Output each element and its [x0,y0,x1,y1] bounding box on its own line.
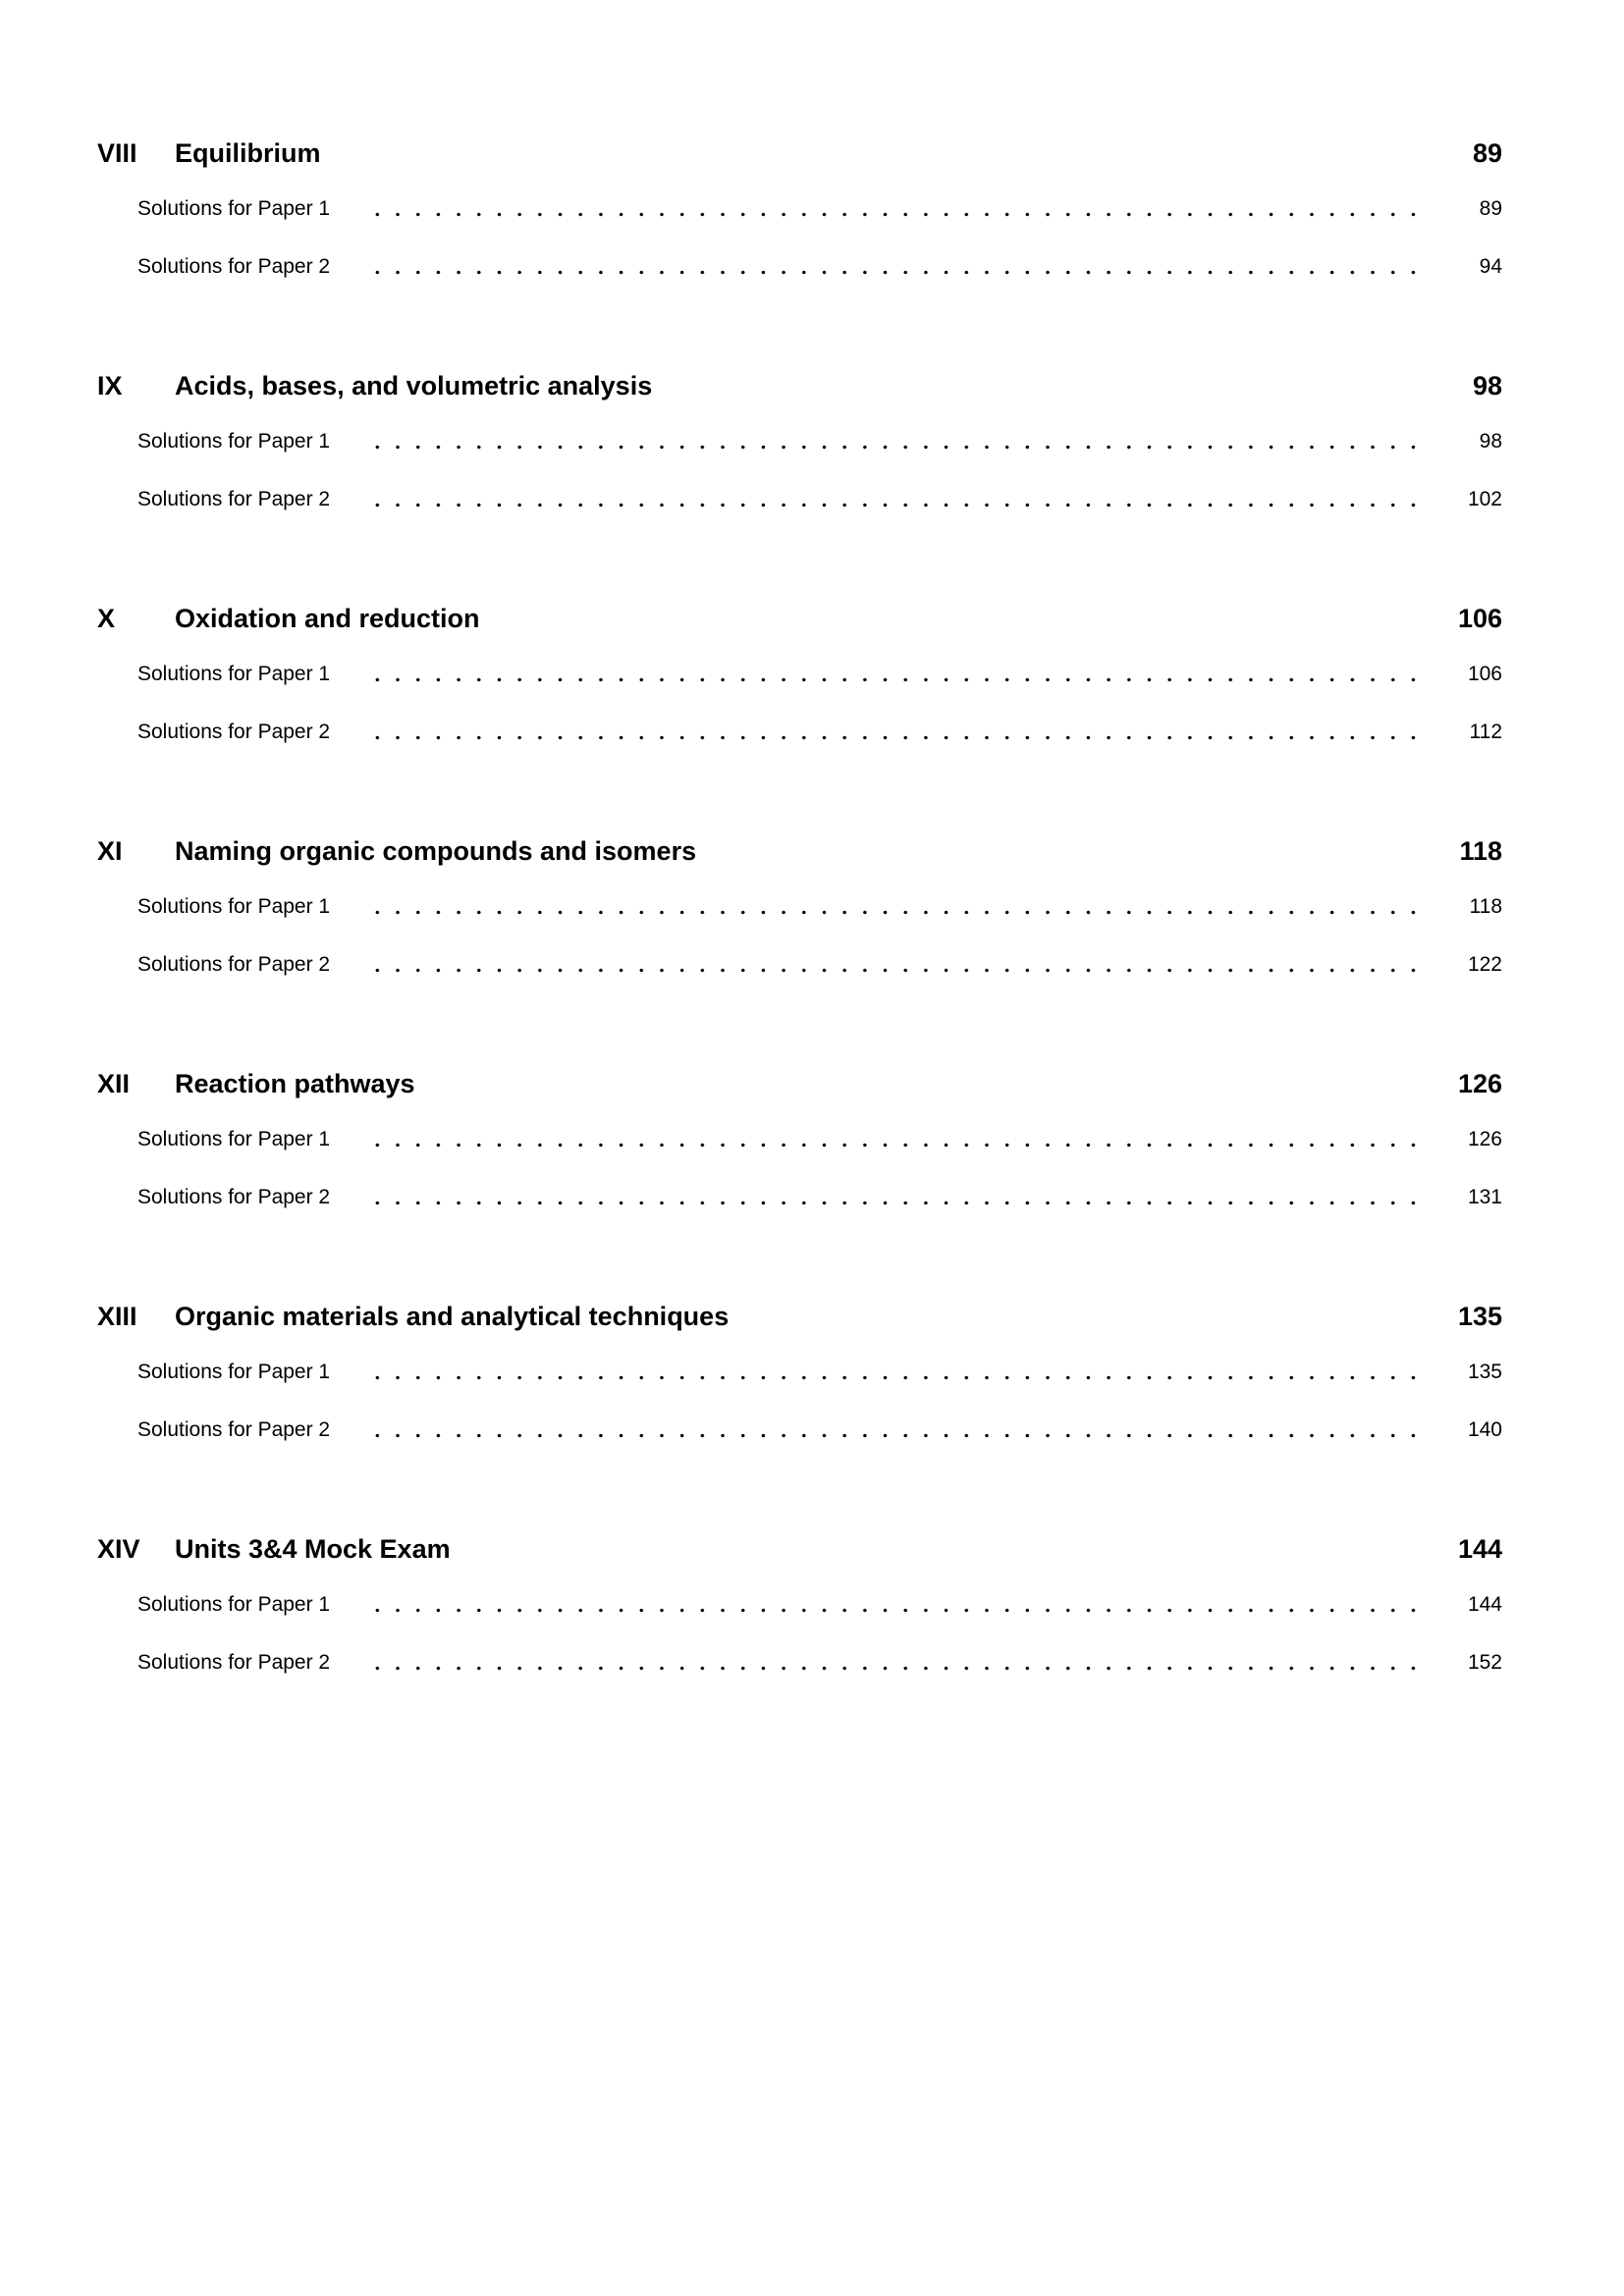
section-title: Equilibrium [175,138,321,168]
toc-entry-paper2[interactable]: Solutions for Paper 2 102 [137,488,1502,511]
toc-entry-paper2[interactable]: Solutions for Paper 2 140 [137,1418,1502,1442]
section-page-number: 118 [1459,836,1502,866]
entry-page-number: 98 [1479,430,1502,453]
entry-label: Solutions for Paper 1 [137,1128,331,1150]
dot-leader [367,1201,1430,1205]
section-number: XII [97,1069,131,1098]
toc-entry-paper2[interactable]: Solutions for Paper 2 94 [137,255,1502,279]
entry-page-number: 144 [1467,1593,1502,1616]
toc-entry-paper2[interactable]: Solutions for Paper 2 152 [137,1651,1502,1675]
dot-leader [367,1433,1430,1438]
section-number: XIV [97,1534,140,1564]
dot-leader [367,445,1430,450]
entry-label: Solutions for Paper 2 [137,1418,331,1441]
section-title: Units 3&4 Mock Exam [175,1534,451,1564]
dot-leader [367,910,1430,915]
toc-section-heading[interactable]: X Oxidation and reduction 106 [97,602,1502,635]
toc-entry-paper2[interactable]: Solutions for Paper 2 131 [137,1186,1502,1209]
entry-page-number: 112 [1469,721,1502,743]
toc-section-heading[interactable]: XI Naming organic compounds and isomers … [97,834,1502,868]
entry-label: Solutions for Paper 1 [137,1593,331,1616]
entry-label: Solutions for Paper 2 [137,721,331,743]
entry-label: Solutions for Paper 2 [137,1186,331,1208]
entry-page-number: 106 [1467,663,1502,685]
dot-leader [367,1608,1430,1613]
dot-leader [367,735,1430,740]
toc-entry-paper1[interactable]: Solutions for Paper 1 144 [137,1593,1502,1617]
toc-entry-paper2[interactable]: Solutions for Paper 2 112 [137,721,1502,744]
toc-section: XIV Units 3&4 Mock Exam 144 Solutions fo… [97,1532,1502,1675]
dot-leader [367,1143,1430,1148]
section-number: VIII [97,138,137,168]
toc-entry-paper1[interactable]: Solutions for Paper 1 98 [137,430,1502,454]
toc-entry-paper2[interactable]: Solutions for Paper 2 122 [137,953,1502,977]
section-title: Oxidation and reduction [175,604,480,633]
dot-leader [367,503,1430,507]
dot-leader [367,212,1430,217]
toc-section-heading[interactable]: IX Acids, bases, and volumetric analysis… [97,369,1502,402]
section-title: Reaction pathways [175,1069,415,1098]
section-page-number: 126 [1457,1069,1502,1098]
entry-label: Solutions for Paper 1 [137,663,331,685]
toc-section: X Oxidation and reduction 106 Solutions … [97,602,1502,744]
toc-section: XI Naming organic compounds and isomers … [97,834,1502,977]
entry-page-number: 89 [1479,197,1502,220]
section-title: Acids, bases, and volumetric analysis [175,371,653,400]
toc-section: XIII Organic materials and analytical te… [97,1300,1502,1442]
section-number: XI [97,836,123,866]
toc-sections-container: VIII Equilibrium 89 Solutions for Paper … [97,136,1502,1675]
entry-label: Solutions for Paper 2 [137,1651,331,1674]
toc-entry-paper1[interactable]: Solutions for Paper 1 89 [137,197,1502,221]
entry-page-number: 152 [1467,1651,1502,1674]
section-page-number: 98 [1472,371,1502,400]
toc-section-heading[interactable]: VIII Equilibrium 89 [97,136,1502,170]
entry-label: Solutions for Paper 1 [137,197,331,220]
toc-entry-paper1[interactable]: Solutions for Paper 1 106 [137,663,1502,686]
entry-page-number: 131 [1467,1186,1502,1208]
section-number: IX [97,371,123,400]
entry-page-number: 102 [1467,488,1502,510]
toc-section: XII Reaction pathways 126 Solutions for … [97,1067,1502,1209]
toc-entry-paper1[interactable]: Solutions for Paper 1 135 [137,1361,1502,1384]
section-title: Organic materials and analytical techniq… [175,1302,730,1331]
entry-page-number: 140 [1467,1418,1502,1441]
section-number: X [97,604,116,633]
entry-page-number: 122 [1467,953,1502,976]
section-page-number: 144 [1457,1534,1502,1564]
dot-leader [367,270,1430,275]
entry-label: Solutions for Paper 1 [137,430,331,453]
toc-section: VIII Equilibrium 89 Solutions for Paper … [97,136,1502,279]
entry-label: Solutions for Paper 1 [137,895,331,918]
section-number: XIII [97,1302,137,1331]
section-page-number: 135 [1457,1302,1502,1331]
toc-entry-paper1[interactable]: Solutions for Paper 1 118 [137,895,1502,919]
section-page-number: 106 [1457,604,1502,633]
section-page-number: 89 [1472,138,1502,168]
toc-section-heading[interactable]: XIV Units 3&4 Mock Exam 144 [97,1532,1502,1566]
dot-leader [367,677,1430,682]
toc-section-heading[interactable]: XII Reaction pathways 126 [97,1067,1502,1100]
entry-page-number: 118 [1469,895,1502,918]
entry-label: Solutions for Paper 1 [137,1361,331,1383]
toc-entry-paper1[interactable]: Solutions for Paper 1 126 [137,1128,1502,1151]
dot-leader [367,1375,1430,1380]
entry-page-number: 135 [1467,1361,1502,1383]
toc-section: IX Acids, bases, and volumetric analysis… [97,369,1502,511]
entry-page-number: 94 [1479,255,1502,278]
entry-label: Solutions for Paper 2 [137,953,331,976]
entry-page-number: 126 [1467,1128,1502,1150]
entry-label: Solutions for Paper 2 [137,255,331,278]
section-title: Naming organic compounds and isomers [175,836,697,866]
dot-leader [367,1666,1430,1671]
dot-leader [367,968,1430,973]
toc-section-heading[interactable]: XIII Organic materials and analytical te… [97,1300,1502,1333]
entry-label: Solutions for Paper 2 [137,488,331,510]
